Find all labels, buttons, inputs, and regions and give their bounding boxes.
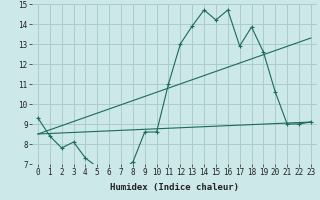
X-axis label: Humidex (Indice chaleur): Humidex (Indice chaleur): [110, 183, 239, 192]
